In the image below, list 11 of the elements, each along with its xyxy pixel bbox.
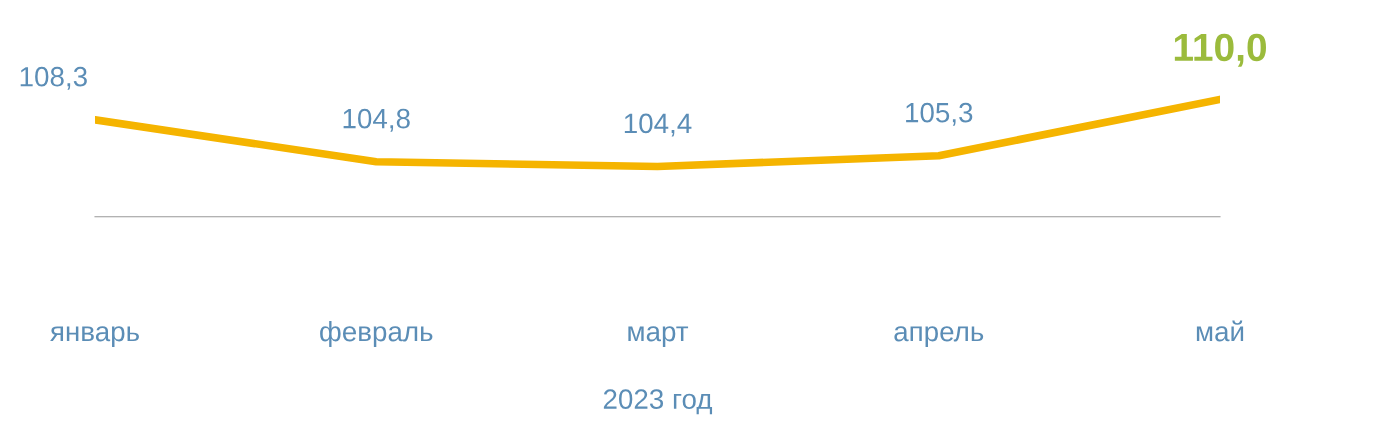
x-tick-label: март <box>628 326 689 347</box>
x-tick-label: январь <box>50 326 139 347</box>
data-label: 104,4 <box>624 113 692 137</box>
x-tick-label: май <box>1196 320 1244 342</box>
x-tick-label: февраль <box>320 320 433 347</box>
data-label: 110,0 <box>1174 33 1266 67</box>
data-label: 104,8 <box>343 108 410 132</box>
data-label: 108,3 <box>20 66 87 90</box>
data-label: 105,3 <box>906 102 973 126</box>
x-tick-label: апрель <box>894 326 984 347</box>
x-axis-title: 2023 год <box>603 389 713 415</box>
